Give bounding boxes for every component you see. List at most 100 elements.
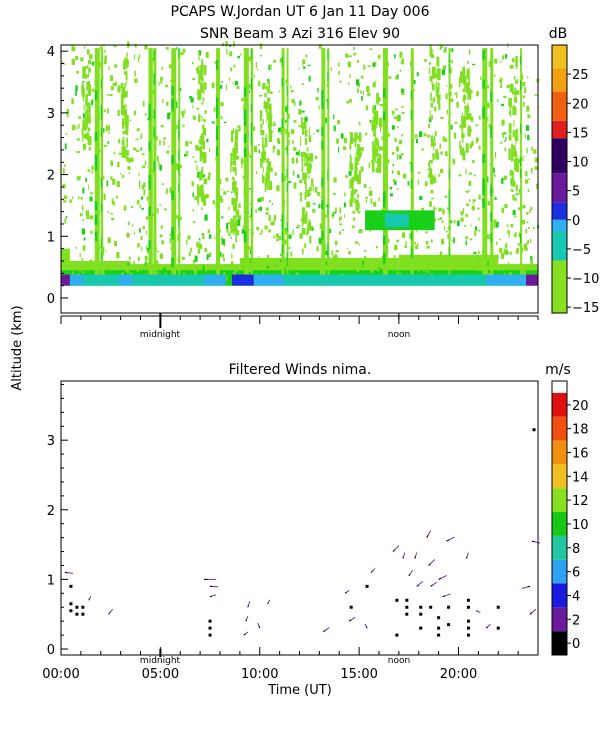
wind-calm-dot bbox=[69, 584, 73, 588]
snr-cell bbox=[409, 233, 411, 239]
snr-cell bbox=[169, 233, 172, 236]
snr-cell bbox=[358, 243, 360, 246]
snr-cell bbox=[357, 88, 359, 94]
snr-cell bbox=[205, 266, 208, 273]
snr-cell bbox=[163, 140, 165, 146]
snr-cell bbox=[208, 147, 211, 153]
snr-patch-cell bbox=[308, 219, 311, 231]
snr-cell bbox=[81, 204, 84, 211]
snr-cell bbox=[266, 185, 268, 190]
snr-cell bbox=[82, 219, 84, 221]
snr-cell bbox=[370, 267, 374, 273]
wind-calm-dot bbox=[466, 605, 470, 609]
snr-cell bbox=[458, 174, 462, 177]
snr-tower-core bbox=[94, 215, 98, 225]
snr-patch-cell bbox=[509, 105, 512, 117]
snr-cell bbox=[198, 139, 200, 144]
snr-patch-cell bbox=[126, 137, 128, 148]
snr-cell bbox=[201, 102, 204, 105]
snr-low-layer bbox=[61, 248, 70, 286]
snr-patch-cell bbox=[262, 84, 266, 89]
snr-cell bbox=[357, 83, 360, 88]
snr-patch-cell bbox=[200, 91, 202, 100]
snr-cell bbox=[104, 49, 106, 53]
wind-calm-dot bbox=[208, 633, 212, 637]
snr-patch-cell bbox=[354, 198, 356, 204]
snr-cell bbox=[208, 234, 212, 239]
snr-cell bbox=[159, 203, 162, 206]
snr-patch-cell bbox=[352, 177, 354, 189]
snr-tower-core bbox=[250, 78, 252, 88]
snr-cell bbox=[415, 270, 419, 278]
snr-patch-cell bbox=[459, 140, 461, 150]
snr-cell bbox=[391, 170, 394, 172]
snr-cell bbox=[338, 70, 340, 75]
snr-cell bbox=[427, 168, 430, 171]
snr-cell bbox=[444, 195, 448, 199]
snr-cell bbox=[401, 93, 405, 95]
snr-cell bbox=[229, 51, 233, 57]
winds-title: Filtered Winds nima. bbox=[229, 362, 372, 378]
snr-cell bbox=[344, 214, 346, 218]
snr-cell bbox=[504, 204, 508, 209]
snr-cell bbox=[231, 253, 233, 259]
winds-colorbar-tick-label: 8 bbox=[572, 542, 580, 557]
title-line2: SNR Beam 3 Azi 316 Elev 90 bbox=[200, 26, 400, 42]
snr-cell bbox=[391, 151, 395, 155]
snr-patch-cell bbox=[87, 84, 92, 96]
snr-patch-cell bbox=[356, 148, 358, 154]
snr-cell bbox=[186, 239, 188, 245]
snr-patch-cell bbox=[513, 90, 517, 95]
snr-cell bbox=[293, 182, 297, 189]
snr-cell bbox=[233, 41, 235, 48]
snr-cell bbox=[288, 131, 290, 138]
snr-patch-cell bbox=[267, 161, 272, 168]
snr-patch-cell bbox=[233, 223, 238, 231]
snr-tower-core bbox=[281, 214, 284, 224]
wind-calm-dot bbox=[69, 609, 73, 613]
snr-cell bbox=[265, 211, 269, 215]
snr-cell bbox=[176, 165, 179, 171]
snr-patch-cell bbox=[266, 166, 270, 179]
snr-cell bbox=[470, 224, 472, 227]
snr-cell bbox=[426, 245, 430, 249]
snr-cell bbox=[291, 98, 295, 104]
snr-cell bbox=[346, 100, 349, 104]
snr-cell bbox=[83, 237, 86, 241]
snr-cell bbox=[392, 178, 396, 183]
snr-tower-core bbox=[243, 109, 247, 119]
snr-patch-cell bbox=[511, 151, 513, 158]
snr-patch-cell bbox=[122, 118, 125, 129]
snr-cell bbox=[296, 160, 299, 164]
wind-barb-base bbox=[258, 626, 261, 629]
snr-patch-cell bbox=[299, 192, 303, 196]
snr-cell bbox=[478, 145, 481, 150]
snr-cell bbox=[472, 202, 474, 205]
snr-cell bbox=[474, 174, 476, 177]
snr-cell bbox=[194, 255, 198, 262]
snr-cell bbox=[142, 165, 146, 169]
snr-tower bbox=[250, 48, 254, 286]
snr-cell bbox=[156, 208, 159, 214]
snr-patch-cell bbox=[235, 129, 239, 140]
snr-cell bbox=[197, 171, 200, 178]
snr-cell bbox=[222, 253, 225, 258]
snr-tower-core bbox=[148, 109, 151, 119]
snr-cell bbox=[441, 238, 445, 245]
snr-patch-cell bbox=[86, 94, 88, 102]
snr-cell bbox=[522, 155, 525, 158]
snr-cell bbox=[493, 74, 496, 77]
snr-cell bbox=[464, 225, 467, 227]
snr-cell bbox=[198, 50, 202, 56]
snr-cell bbox=[184, 109, 186, 114]
snr-cell bbox=[75, 85, 78, 91]
snr-cell bbox=[444, 226, 446, 231]
snr-cell bbox=[395, 108, 398, 111]
snr-cell bbox=[165, 46, 169, 50]
snr-cell bbox=[302, 59, 306, 65]
snr-cell bbox=[79, 252, 81, 258]
snr-cell bbox=[494, 151, 497, 158]
snr-patch-cell bbox=[234, 135, 238, 148]
snr-patch-cell bbox=[232, 215, 237, 220]
snr-patch-cell bbox=[512, 87, 514, 95]
